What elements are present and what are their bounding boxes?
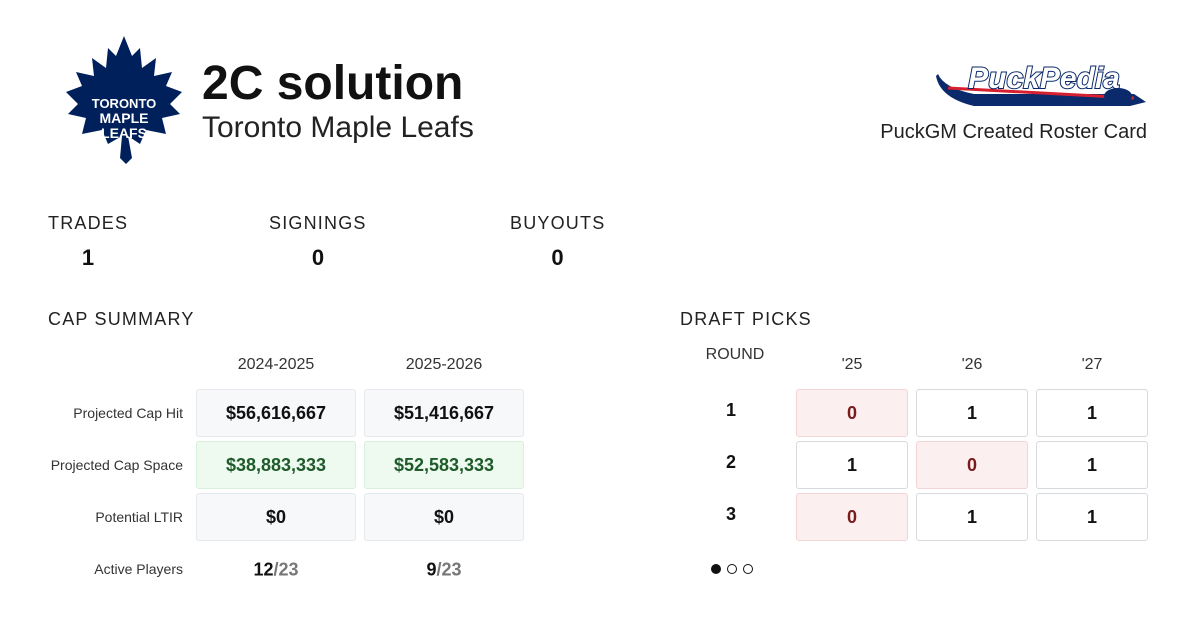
row-label: Projected Cap Space (50, 457, 183, 473)
cap-cell: $56,616,667 (196, 389, 356, 437)
stat-label: TRADES (48, 213, 129, 233)
active-count: 12 (253, 559, 274, 580)
brand-caption: PuckGM Created Roster Card (880, 121, 1147, 143)
logo-text: LEAFS (101, 125, 147, 141)
active-players: 12/23 (253, 560, 298, 581)
team-logo: TORONTO MAPLE LEAFS (66, 36, 182, 164)
round-number: 1 (725, 400, 737, 420)
title: 2C solution (202, 57, 464, 110)
pick-cell: 1 (1036, 389, 1148, 437)
stat-label: BUYOUTS (510, 213, 606, 233)
pick-cell: 0 (796, 389, 908, 437)
active-count: 9 (426, 559, 437, 580)
logo-text: MAPLE (100, 110, 149, 126)
page-dot[interactable] (727, 564, 737, 574)
cap-cell: $38,883,333 (196, 441, 356, 489)
stat-label: SIGNINGS (269, 213, 367, 233)
year-header: '26 (961, 356, 983, 373)
round-number: 3 (725, 504, 737, 524)
pick-cell: 1 (916, 493, 1028, 541)
row-label: Potential LTIR (95, 509, 183, 525)
roster-limit: /23 (273, 559, 299, 580)
year-header: '25 (841, 356, 863, 373)
page-dot[interactable] (711, 564, 721, 574)
pagination (711, 564, 753, 574)
stat-value: 0 (311, 245, 325, 270)
column-header: 2025-2026 (405, 356, 483, 373)
pick-cell: 1 (796, 441, 908, 489)
brand-logo: PuckPedia (936, 61, 1146, 106)
brand-name: PuckPedia (968, 62, 1120, 95)
section-title: DRAFT PICKS (680, 309, 812, 329)
row-label: Projected Cap Hit (73, 405, 183, 421)
roster-limit: /23 (436, 559, 462, 580)
stat-value: 0 (551, 245, 564, 270)
pick-cell: 1 (916, 389, 1028, 437)
pick-cell: 0 (916, 441, 1028, 489)
row-label: Active Players (94, 561, 183, 577)
stat-value: 1 (81, 245, 95, 270)
round-number: 2 (725, 452, 737, 472)
page-dot[interactable] (743, 564, 753, 574)
active-players: 9/23 (426, 560, 461, 581)
cap-cell: $52,583,333 (364, 441, 524, 489)
round-header: ROUND (705, 346, 765, 363)
team-name: Toronto Maple Leafs (202, 111, 474, 144)
pick-cell: 1 (1036, 493, 1148, 541)
cap-cell: $51,416,667 (364, 389, 524, 437)
cap-cell: $0 (196, 493, 356, 541)
column-header: 2024-2025 (237, 356, 315, 373)
year-header: '27 (1081, 356, 1103, 373)
cap-cell: $0 (364, 493, 524, 541)
logo-text: TORONTO (92, 96, 157, 111)
pick-cell: 1 (1036, 441, 1148, 489)
section-title: CAP SUMMARY (48, 309, 195, 329)
pick-cell: 0 (796, 493, 908, 541)
